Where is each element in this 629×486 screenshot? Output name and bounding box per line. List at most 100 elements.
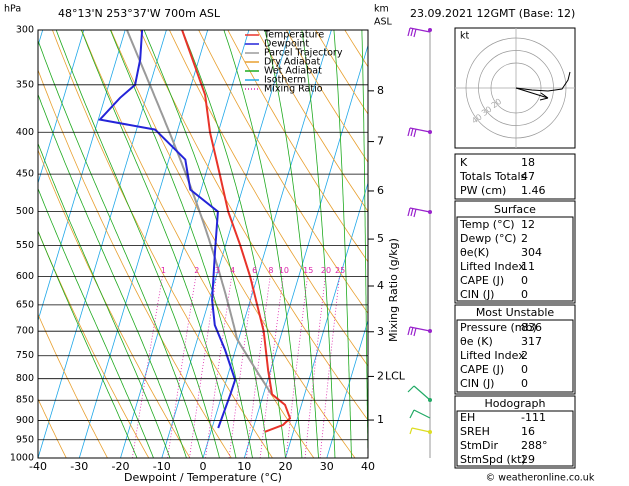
x-tick-label: -10 [153,460,171,473]
dry-adiabat [38,397,67,458]
table-value: 288° [521,439,548,452]
y-tick-label: 500 [16,206,34,217]
table-label: K [460,156,468,169]
legend-label: Mixing Ratio [264,84,323,95]
table-label: Pressure (mb) [460,321,537,334]
isotherm [38,30,85,185]
table-label: SREH [460,425,490,438]
series-line [181,30,292,433]
mixing-ratio-line [285,276,308,458]
wet-adiabat [80,30,237,458]
wet-adiabat [38,93,187,458]
table-value: 0 [521,274,528,287]
mixing-ratio-label: 3 [215,266,220,275]
grid-line [285,181,368,458]
y-tick-label: 750 [16,350,34,361]
hodo-ring [490,62,542,114]
x-tick-label: -30 [70,460,88,473]
barb [407,385,431,419]
y-tick-label: 700 [16,326,34,337]
dry-adiabat [38,313,108,458]
table-value: 317 [521,335,542,348]
y2-tick-label: 5 [377,232,384,245]
grid-line [161,30,291,458]
y-tick-label: 900 [16,415,34,426]
mixing-ratio-label: 1 [161,266,166,275]
mixing-ratio-line [304,276,326,458]
table-label: CAPE (J) [460,363,504,376]
table-label: Lifted Index [460,260,525,273]
y-tick-label: 1000 [10,453,34,464]
mixing-ratio-label: 2 [194,266,199,275]
hodo-ring [478,50,554,126]
table-label: CIN (J) [460,288,494,301]
dry-adiabat [256,30,368,213]
table-value: 18 [521,156,535,169]
barb [407,27,431,38]
y-tick-label: 550 [16,240,34,251]
table-value: 0 [521,288,528,301]
wet-adiabat [38,39,204,458]
table-value: 29 [521,453,535,466]
table-label: Lifted Index [460,349,525,362]
y-tick-label: 950 [16,434,34,445]
mixing-ratio-line [228,276,255,458]
y2-tick-label: 6 [377,184,384,197]
table-frame [454,153,576,200]
mixing-ratio-label: 8 [268,266,273,275]
dry-adiabat [285,30,368,163]
barb [407,326,431,337]
mixing-ratio-label: 15 [303,266,313,275]
y2-tick-label: 7 [377,135,384,148]
legend-label: Isotherm [264,75,306,86]
table-label: Dewp (°C) [460,232,516,245]
y-label: hPa [4,4,21,15]
hodograph-trace [515,71,571,92]
table-value: 0 [521,363,528,376]
mixing-ratio-line [189,276,217,458]
mixing-ratio-label: Mixing Ratio (g/kg) [387,238,400,342]
dry-adiabat [608,30,629,458]
location: 48°13'N 253°37'W 700m ASL [58,7,221,20]
y2-tick-label: 8 [377,84,384,97]
y2-tick-label: 2 [377,369,384,382]
y2-tick-label: 4 [377,279,384,292]
storm-motion [515,87,549,101]
grid-line [326,319,368,458]
table-label: CIN (J) [460,377,494,390]
table-inner [456,410,574,467]
y-tick-label: 450 [16,169,34,180]
table-value: 12 [521,218,535,231]
y-tick-label: 850 [16,395,34,406]
y2-tick-label: 1 [377,413,384,426]
table-value: 47 [521,170,535,183]
wet-adiabat [55,30,220,458]
y-tick-label: 600 [16,271,34,282]
table-label: θe (K) [460,335,493,348]
barb [407,127,431,138]
legend-label: Temperature [263,30,324,41]
datetime: 23.09.2021 12GMT (Base: 12) [410,7,575,20]
table-value: -111 [521,411,546,424]
table-label: CAPE (J) [460,274,504,287]
y-tick-label: 650 [16,299,34,310]
mixing-ratio-line [246,276,271,458]
table-title: Surface [494,203,536,216]
table-label: EH [460,411,475,424]
mixing-ratio-line [131,276,163,458]
legend-label: Parcel Trajectory [264,48,343,59]
x-tick-label: 10 [237,460,251,473]
barb [407,207,431,218]
grid-line [38,30,167,458]
table-frame [454,200,576,304]
y-tick-label: 800 [16,373,34,384]
credit: © weatheronline.co.uk [486,473,595,484]
legend-label: Dewpoint [264,39,309,50]
x-tick-label: 40 [361,460,375,473]
wet-adiabat [361,30,368,458]
mixing-ratio-line [319,276,340,458]
mixing-ratio-label: 10 [279,266,289,275]
x-tick-label: 20 [279,460,293,473]
grid-line [78,30,209,458]
